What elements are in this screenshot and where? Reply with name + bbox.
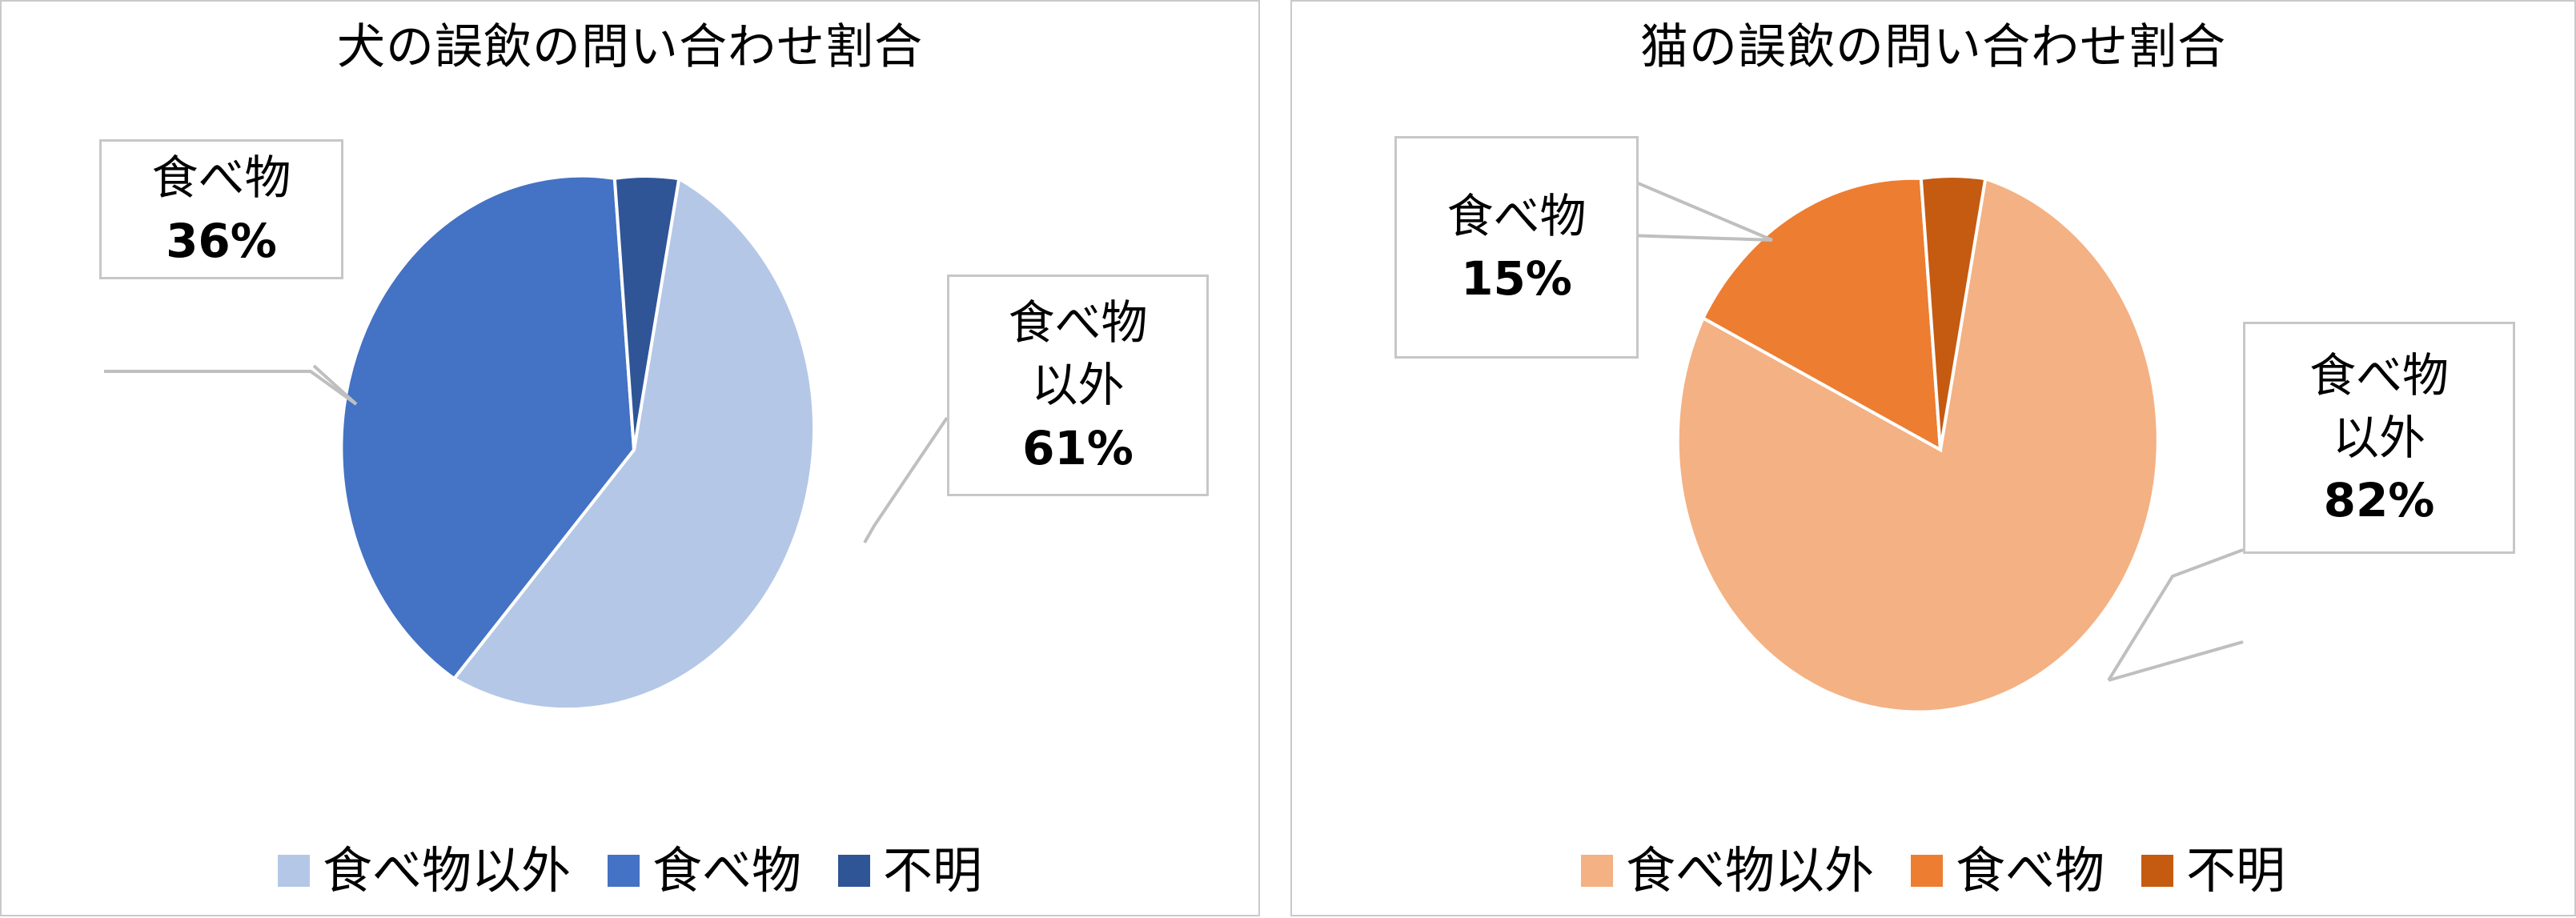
cat-callout-non-food-label-2: 以外 <box>2333 410 2426 465</box>
dog-legend-item-non-food[interactable]: 食べ物以外 <box>277 841 571 900</box>
cat-chart-title: 猫の誤飲の問い合わせ割合 <box>1640 19 2226 75</box>
cat-legend-label-unknown: 不明 <box>2186 841 2286 900</box>
dog-left-leader-line <box>104 370 358 406</box>
dog-left-leader-line-b <box>312 364 358 406</box>
dog-legend-item-food[interactable]: 食べ物 <box>608 846 801 896</box>
dog-callout-non-food-label-1: 食べ物 <box>1008 295 1148 351</box>
cat-slice-non-food[interactable] <box>1675 176 2160 714</box>
cat-legend-swatch-unknown <box>2141 855 2174 887</box>
dog-callout-non-food[interactable]: 食べ物 以外 61% <box>947 275 1209 496</box>
dog-legend-swatch-unknown <box>838 855 871 887</box>
cat-callout-non-food-label-1: 食べ物 <box>2309 347 2450 403</box>
cat-legend: 食べ物以外 食べ物 不明 <box>1292 846 2574 896</box>
cat-legend-swatch-non-food <box>1580 855 1613 887</box>
dog-legend-label-non-food: 食べ物以外 <box>322 841 571 900</box>
cat-slice-food[interactable] <box>1700 176 1943 453</box>
dog-chart-title: 犬の誤飲の問い合わせ割合 <box>337 19 923 75</box>
dog-callout-non-food-label-2: 以外 <box>1031 358 1125 413</box>
cat-legend-item-unknown[interactable]: 不明 <box>2141 846 2285 896</box>
dog-pie-area <box>2 2 1258 915</box>
dog-legend-swatch-food <box>608 855 640 887</box>
dog-chart-panel: 犬の誤飲の問い合わせ割合 食べ物 36% <box>0 0 1261 916</box>
cat-legend-item-food[interactable]: 食べ物 <box>1911 846 2105 896</box>
cat-callout-food[interactable]: 食べ物 15% <box>1394 136 1639 359</box>
cat-legend-label-food: 食べ物 <box>1956 841 2105 900</box>
dog-legend-label-unknown: 不明 <box>883 841 983 900</box>
cat-legend-item-non-food[interactable]: 食べ物以外 <box>1580 841 1874 900</box>
dog-slice-unknown[interactable] <box>612 174 681 451</box>
cat-right-leader-line-b <box>2108 640 2244 682</box>
cat-callout-non-food[interactable]: 食べ物 以外 82% <box>2243 322 2516 554</box>
cat-callout-food-pct: 15% <box>1461 251 1572 306</box>
cat-legend-swatch-food <box>1911 855 1943 887</box>
cat-legend-label-non-food: 食べ物以外 <box>1625 841 1874 900</box>
dog-slice-food[interactable] <box>339 174 636 681</box>
dog-legend: 食べ物以外 食べ物 不明 <box>2 846 1258 896</box>
cat-slice-unknown[interactable] <box>1919 174 1988 451</box>
cat-right-leader-line <box>2107 548 2244 682</box>
dog-slice-non-food[interactable] <box>451 176 817 712</box>
dog-callout-non-food-pct: 61% <box>1022 420 1134 475</box>
cat-callout-non-food-pct: 82% <box>2323 473 2435 528</box>
dog-legend-swatch-non-food <box>277 855 310 887</box>
dog-callout-food-label: 食べ物 <box>151 150 291 206</box>
dog-legend-item-unknown[interactable]: 不明 <box>838 846 982 896</box>
dog-pie-svg <box>104 174 949 712</box>
dog-callout-food-pct: 36% <box>166 213 277 268</box>
dog-legend-label-food: 食べ物 <box>652 841 802 900</box>
dog-callout-food[interactable]: 食べ物 36% <box>99 139 343 279</box>
cat-chart-panel: 猫の誤飲の問い合わせ割合 食べ物 15% 食べ物 <box>1290 0 2576 916</box>
cat-callout-food-label: 食べ物 <box>1446 188 1587 243</box>
dog-right-leader-line <box>863 416 949 543</box>
